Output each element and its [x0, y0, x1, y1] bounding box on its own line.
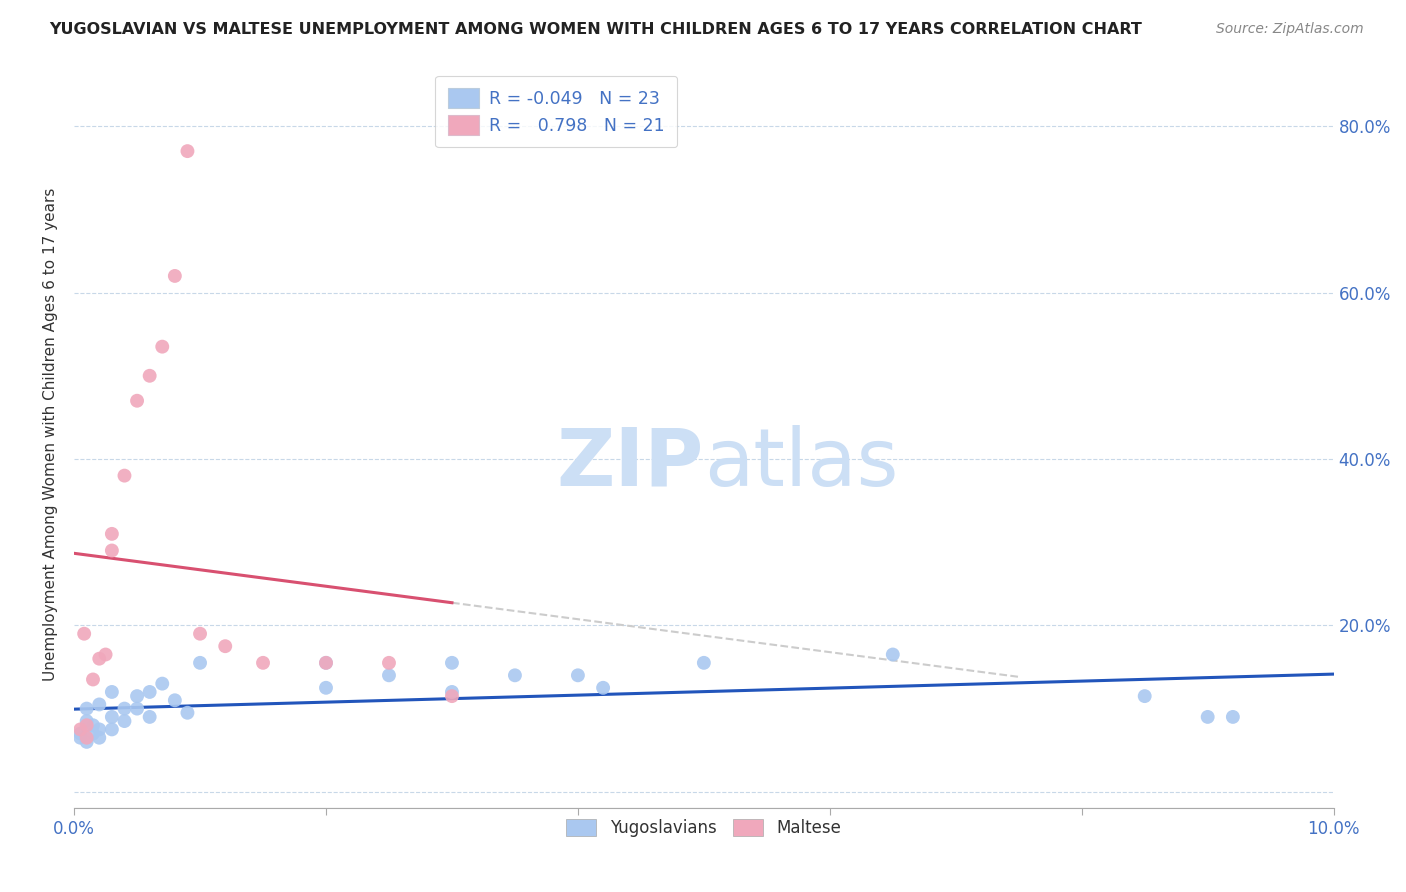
Point: [315, 656, 337, 670]
Point: [138, 368, 160, 383]
Text: ZIP: ZIP: [557, 425, 704, 503]
Point: [567, 668, 589, 682]
Point: [1133, 689, 1156, 703]
Point: [101, 723, 124, 737]
Point: [125, 701, 148, 715]
Point: [214, 639, 236, 653]
Point: [378, 656, 401, 670]
Point: [163, 268, 186, 283]
Point: [76, 731, 98, 745]
Point: [315, 656, 337, 670]
Point: [82, 726, 104, 740]
Point: [76, 735, 98, 749]
Point: [76, 701, 98, 715]
Point: [378, 668, 401, 682]
Point: [693, 656, 716, 670]
Point: [252, 656, 274, 670]
Point: [114, 468, 136, 483]
Point: [188, 656, 211, 670]
Point: [138, 710, 160, 724]
Point: [176, 144, 198, 158]
Point: [89, 731, 111, 745]
Point: [176, 706, 198, 720]
Point: [150, 676, 173, 690]
Point: [82, 718, 104, 732]
Point: [69, 726, 91, 740]
Point: [440, 689, 463, 703]
Point: [89, 698, 111, 712]
Point: [188, 626, 211, 640]
Point: [315, 681, 337, 695]
Point: [89, 723, 111, 737]
Point: [138, 685, 160, 699]
Point: [89, 651, 111, 665]
Legend: Yugoslavians, Maltese: Yugoslavians, Maltese: [558, 810, 849, 845]
Point: [114, 701, 136, 715]
Point: [882, 648, 904, 662]
Point: [163, 693, 186, 707]
Point: [125, 393, 148, 408]
Point: [1197, 710, 1219, 724]
Y-axis label: Unemployment Among Women with Children Ages 6 to 17 years: Unemployment Among Women with Children A…: [44, 187, 58, 681]
Point: [150, 340, 173, 354]
Text: YUGOSLAVIAN VS MALTESE UNEMPLOYMENT AMONG WOMEN WITH CHILDREN AGES 6 TO 17 YEARS: YUGOSLAVIAN VS MALTESE UNEMPLOYMENT AMON…: [49, 22, 1142, 37]
Point: [101, 543, 124, 558]
Point: [440, 685, 463, 699]
Point: [592, 681, 614, 695]
Point: [82, 673, 104, 687]
Point: [101, 685, 124, 699]
Point: [76, 718, 98, 732]
Point: [101, 527, 124, 541]
Point: [101, 710, 124, 724]
Point: [114, 714, 136, 728]
Point: [440, 656, 463, 670]
Point: [69, 731, 91, 745]
Point: [76, 714, 98, 728]
Point: [69, 723, 91, 737]
Point: [503, 668, 526, 682]
Point: [94, 648, 117, 662]
Text: atlas: atlas: [704, 425, 898, 503]
Text: Source: ZipAtlas.com: Source: ZipAtlas.com: [1216, 22, 1364, 37]
Point: [1222, 710, 1244, 724]
Point: [125, 689, 148, 703]
Point: [73, 626, 96, 640]
